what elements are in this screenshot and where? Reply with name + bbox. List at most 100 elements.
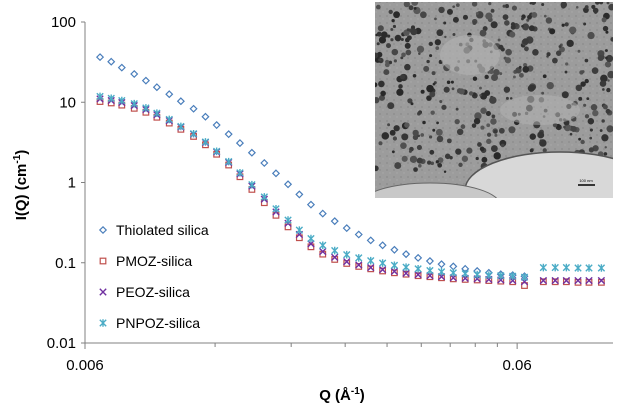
y-tick-group: 0.01 0.1 1 10 100 [47, 14, 85, 352]
data-point [260, 158, 269, 168]
legend-marker [98, 225, 108, 235]
data-point [96, 92, 104, 101]
data-point [95, 53, 105, 62]
data-point [390, 245, 399, 254]
data-point [343, 250, 351, 259]
data-point [562, 278, 570, 286]
legend-label: Thiolated silica [116, 222, 209, 238]
data-point [473, 270, 481, 279]
data-point [449, 262, 458, 271]
legend-marker [99, 288, 107, 296]
legend-item: PNPOZ-silica [99, 315, 200, 331]
data-point [355, 261, 363, 269]
data-point [402, 269, 410, 277]
data-point [306, 200, 316, 209]
data-point [461, 269, 469, 278]
x-tick-label: 0.06 [503, 357, 532, 374]
data-point [107, 94, 115, 103]
data-point [367, 265, 375, 273]
data-point [342, 224, 351, 233]
series-4 [96, 92, 606, 282]
data-point [574, 264, 582, 272]
data-point [539, 263, 548, 272]
data-point [235, 139, 244, 148]
data-point [414, 272, 422, 280]
data-point [402, 263, 410, 272]
data-point [562, 263, 571, 272]
data-point [307, 234, 315, 243]
data-point [153, 109, 161, 118]
data-point [152, 83, 161, 92]
data-point [165, 115, 173, 124]
data-point [212, 120, 221, 130]
data-point [551, 276, 559, 285]
series-layer [95, 53, 606, 289]
data-point [318, 209, 327, 218]
data-point [414, 270, 422, 279]
x-tick-label: 0.006 [66, 357, 104, 374]
data-point [367, 256, 375, 265]
data-point [247, 148, 256, 157]
data-point [378, 241, 387, 250]
legend-label: PEOZ-silica [116, 284, 190, 300]
data-point [509, 272, 517, 280]
data-point [497, 271, 505, 280]
data-point [521, 282, 528, 289]
data-point [107, 57, 116, 66]
data-point [354, 230, 363, 239]
data-point [260, 193, 269, 201]
legend-label: PNPOZ-silica [116, 315, 200, 331]
data-point [574, 276, 582, 285]
data-point [414, 253, 423, 262]
data-point [425, 257, 434, 266]
data-point [391, 269, 398, 277]
data-point [224, 130, 233, 139]
x-axis-title: Q (Å-1) [319, 386, 365, 404]
data-point [118, 96, 126, 105]
legend-label: PMOZ-silica [116, 253, 192, 269]
data-point [284, 216, 292, 224]
data-point [130, 69, 139, 79]
data-point [319, 247, 327, 256]
data-point [574, 278, 582, 286]
data-point [414, 265, 422, 273]
y-tick-label: 100 [51, 14, 76, 31]
data-point [539, 278, 547, 286]
data-point [520, 273, 529, 282]
data-point [539, 276, 548, 285]
data-point [562, 276, 571, 285]
data-point [343, 258, 351, 266]
y-tick-label: 0.01 [47, 335, 76, 352]
data-point [426, 266, 434, 275]
data-point [551, 278, 559, 286]
data-point [367, 263, 375, 272]
data-point [366, 236, 375, 245]
data-point [402, 270, 410, 278]
data-point [142, 104, 150, 112]
tem-inset-image: 100 nm [375, 2, 613, 198]
data-point [551, 263, 559, 272]
series-1 [95, 53, 529, 281]
data-point [378, 259, 387, 267]
legend-item: PEOZ-silica [99, 284, 190, 300]
data-point [390, 267, 399, 276]
data-point [449, 268, 457, 277]
data-point [331, 246, 339, 255]
y-tick-label: 10 [59, 94, 76, 111]
data-point [283, 180, 293, 189]
data-point [189, 104, 198, 113]
legend-marker [99, 257, 107, 265]
data-point [343, 260, 351, 267]
data-point [390, 261, 399, 270]
data-point [201, 138, 210, 146]
data-point [248, 180, 256, 189]
data-point [165, 90, 174, 99]
data-point [355, 254, 363, 262]
data-point [130, 99, 138, 108]
y-tick-label: 1 [68, 175, 76, 192]
data-point [141, 76, 150, 85]
data-point [189, 129, 198, 138]
scale-bar-label: 100 nm [579, 178, 593, 183]
legend-item: Thiolated silica [98, 222, 209, 238]
